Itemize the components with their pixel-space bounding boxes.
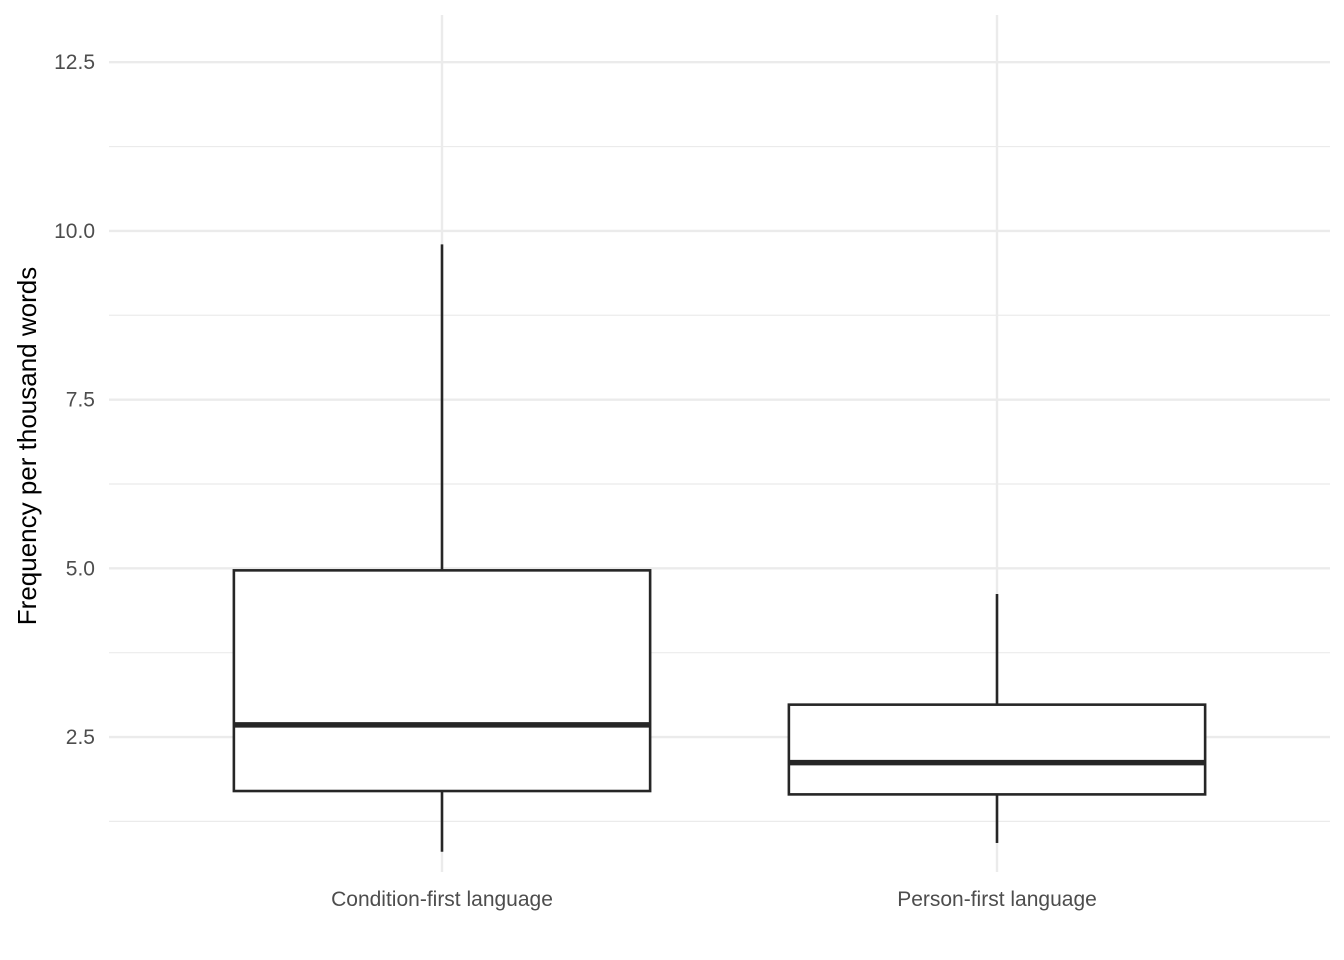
y-tick-label: 5.0 (66, 557, 95, 580)
box-person-first (787, 593, 1207, 843)
box-layer (232, 244, 1207, 852)
x-tick-label: Condition-first language (331, 888, 553, 911)
y-tick-label: 2.5 (66, 726, 95, 749)
y-axis-title: Frequency per thousand words (12, 267, 42, 625)
interquartile-box (787, 703, 1207, 796)
box-condition-first (232, 244, 652, 852)
y-tick-label: 10.0 (54, 220, 95, 243)
y-tick-label: 7.5 (66, 389, 95, 412)
x-tick-label: Person-first language (897, 888, 1097, 911)
y-tick-label: 12.5 (54, 51, 95, 74)
interquartile-box (232, 569, 652, 793)
label-layer: 2.5 5.0 7.5 10.0 12.5 Condition-first languag… (54, 51, 1097, 911)
